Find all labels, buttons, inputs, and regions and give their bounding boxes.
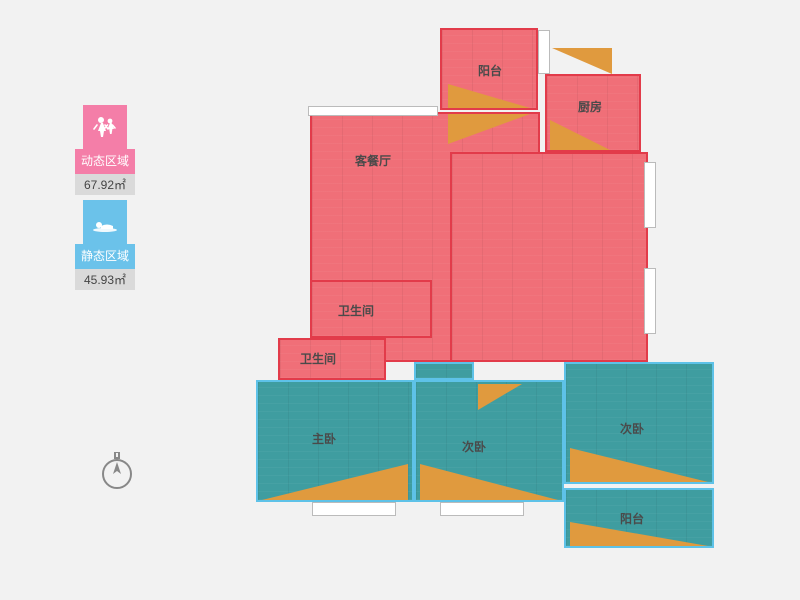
legend-dynamic-value: 67.92㎡ [75,174,135,195]
floor-plan: 阳台厨房客餐厅卫生间卫生间主卧次卧次卧阳台 [200,10,760,590]
wedge-master [262,464,408,500]
wedge-bed2b [478,384,522,410]
wedge-kitchen [550,120,610,150]
wedge-living [448,114,530,144]
wall-seg-5 [538,30,550,74]
wedge-balcony2 [570,522,708,546]
legend-dynamic: 动态区域 67.92㎡ [75,105,135,195]
wall-seg-0 [308,106,438,116]
wedge-kitchen2 [552,48,612,74]
room-living_r [450,152,648,362]
wedge-bed3 [570,448,708,482]
wall-seg-4 [644,268,656,334]
people-icon [83,105,127,149]
wedge-bed2 [420,464,558,500]
wall-seg-3 [644,162,656,228]
sleep-icon [83,200,127,244]
room-bath1 [310,280,432,338]
wall-seg-1 [312,502,396,516]
legend-dynamic-title: 动态区域 [75,149,135,174]
compass-icon [100,452,134,497]
legend-static-title: 静态区域 [75,244,135,269]
legend-static-value: 45.93㎡ [75,269,135,290]
room-bath2 [278,338,386,380]
wall-seg-2 [440,502,524,516]
legend-static: 静态区域 45.93㎡ [75,200,135,290]
room-corridor [414,362,474,380]
wedge-balcony1 [448,84,530,108]
